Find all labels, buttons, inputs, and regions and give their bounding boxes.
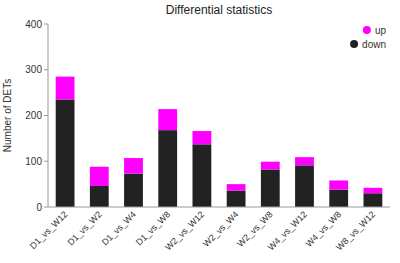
x-tick-label: D1_vs_W12 [28,209,70,251]
bar-segment [158,109,177,130]
bar-segment [363,188,382,193]
legend-marker [350,40,358,48]
chart-container: Differential statistics Number of DETs 0 10… [0,0,400,263]
bar-segment [192,144,211,207]
bar-segment [56,77,75,100]
legend-marker [363,26,371,34]
bar-segment [158,130,177,207]
legend: up down [350,25,386,50]
bar-segment [124,158,143,174]
bar-segment [90,186,109,207]
y-tick-label: 300 [25,64,42,75]
bar-segment [192,131,211,144]
bars [56,77,383,207]
y-tick [44,207,48,208]
y-tick-label: 100 [25,156,42,167]
bar-segment [90,167,109,186]
y-tick-label: 400 [25,19,42,30]
x-tick-label: W2_vs_W12 [163,209,206,252]
x-axis-line [48,207,390,208]
legend-label: up [375,25,387,36]
x-tick-label: W2_vs_W4 [201,209,241,249]
bar-segment [295,165,314,207]
bar-segment [329,190,348,207]
x-tick-label: W8_vs_W12 [334,209,377,252]
y-tick-label: 0 [36,202,42,213]
bar-segment [261,162,280,170]
bar-segment [56,99,75,207]
y-tick [44,115,48,116]
bar-segment [295,157,314,165]
bar-segment [261,169,280,207]
bar-segment [227,191,246,207]
bar-segment [329,180,348,189]
y-tick [44,24,48,25]
x-tick-label: W4_vs_W12 [266,209,309,252]
x-tick-label: D1_vs_W4 [100,209,138,247]
legend-label: down [362,39,386,50]
y-axis-label: Number of DETs [2,79,13,152]
bar-segment [124,174,143,207]
bar-segment [363,193,382,207]
chart: Differential statistics Number of DETs 0 10… [0,0,400,263]
y-tick-label: 200 [25,110,42,121]
title: Differential statistics [166,3,272,17]
x-tick-label: D1_vs_W2 [66,209,104,247]
bar-segment [227,184,246,190]
y-axis-line [48,24,49,207]
y-tick [44,69,48,70]
y-tick [44,161,48,162]
